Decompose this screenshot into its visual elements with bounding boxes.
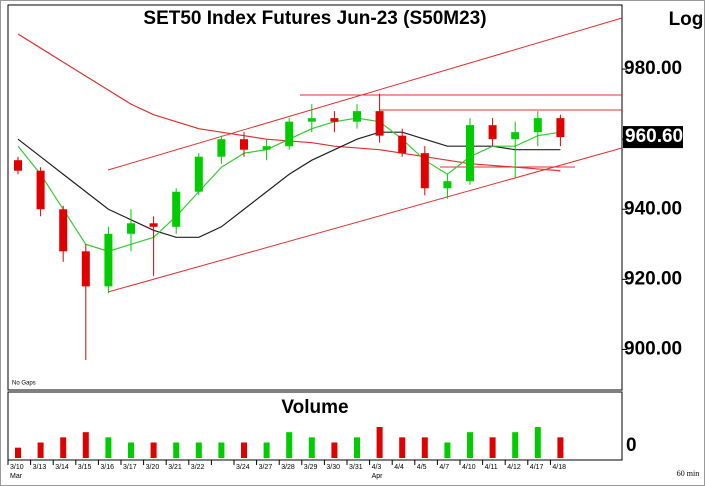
volume-bar bbox=[467, 432, 473, 458]
candle-body bbox=[330, 118, 339, 122]
month-label: Apr bbox=[372, 473, 384, 480]
volume-bar bbox=[376, 427, 383, 458]
candle-body bbox=[104, 233, 113, 287]
x-tick-label: 4/11 bbox=[485, 464, 498, 471]
volume-bar bbox=[241, 442, 247, 458]
candle-body bbox=[59, 209, 68, 252]
candle-body bbox=[556, 118, 565, 138]
volume-bar bbox=[105, 437, 112, 458]
x-tick-label: 3/10 bbox=[10, 464, 24, 471]
last-price-label: 960.60 bbox=[625, 126, 683, 147]
upper-channel bbox=[107, 17, 623, 171]
x-tick-label: 4/18 bbox=[552, 464, 566, 471]
volume-bar bbox=[195, 442, 202, 458]
last-price-box bbox=[623, 126, 683, 149]
x-tick-label: 4/4 bbox=[394, 464, 404, 471]
volume-bar bbox=[173, 442, 180, 458]
lower-channel bbox=[107, 147, 623, 293]
volume-bar bbox=[399, 437, 406, 458]
y-tick-label: 900.00 bbox=[624, 338, 682, 359]
candle-body bbox=[149, 223, 158, 227]
candle-body bbox=[466, 125, 474, 182]
x-tick-label: 4/5 bbox=[417, 464, 427, 471]
volume-bar bbox=[489, 437, 496, 458]
volume-bar bbox=[331, 442, 338, 458]
candle-body bbox=[194, 156, 203, 192]
y-tick-label: 940.00 bbox=[624, 198, 682, 219]
candle-body bbox=[307, 118, 316, 122]
volume-bar bbox=[15, 447, 21, 458]
volume-bar bbox=[421, 437, 428, 458]
volume-bar bbox=[557, 437, 564, 458]
volume-bar bbox=[534, 427, 541, 458]
volume-bar bbox=[354, 437, 360, 458]
x-tick-label: 3/29 bbox=[304, 464, 318, 471]
candle-body bbox=[420, 153, 429, 189]
volume-bar bbox=[37, 442, 44, 458]
x-tick-label: 3/30 bbox=[326, 464, 340, 471]
x-tick-label: 3/24 bbox=[236, 464, 250, 471]
volume-bar bbox=[263, 442, 270, 458]
candle-body bbox=[127, 223, 135, 234]
candle-body bbox=[262, 146, 271, 150]
x-tick-label: 3/16 bbox=[100, 464, 114, 471]
x-tick-label: 4/7 bbox=[439, 464, 449, 471]
candle-body bbox=[353, 111, 361, 122]
volume-bar bbox=[308, 437, 315, 458]
candle-body bbox=[375, 111, 384, 136]
candle-body bbox=[398, 135, 407, 154]
chart-title: SET50 Index Futures Jun-23 (S50M23) bbox=[143, 8, 486, 29]
candle-body bbox=[285, 121, 294, 147]
candle-body bbox=[14, 160, 22, 171]
x-tick-label: 3/27 bbox=[259, 464, 273, 471]
volume-bar bbox=[128, 442, 134, 458]
candle-body bbox=[488, 125, 497, 140]
x-tick-label: 3/28 bbox=[281, 464, 295, 471]
x-tick-label: 4/12 bbox=[507, 464, 521, 471]
x-tick-label: 4/10 bbox=[462, 464, 476, 471]
x-tick-label: 3/13 bbox=[33, 464, 47, 471]
x-tick-label: 4/3 bbox=[372, 464, 382, 471]
x-tick-label: 4/17 bbox=[530, 464, 544, 471]
x-tick-label: 3/21 bbox=[168, 464, 182, 471]
candle-body bbox=[172, 191, 181, 227]
x-tick-label: 3/14 bbox=[55, 464, 69, 471]
candle-body bbox=[511, 132, 520, 140]
x-tick-label: 3/20 bbox=[146, 464, 160, 471]
candle-body bbox=[240, 139, 248, 150]
candle-body bbox=[81, 251, 90, 287]
volume-bar bbox=[444, 442, 451, 458]
y-tick-label: 980.00 bbox=[624, 58, 682, 79]
x-tick-label: 3/31 bbox=[349, 464, 363, 471]
x-tick-label: 3/15 bbox=[78, 464, 92, 471]
note: No Gaps bbox=[12, 381, 36, 387]
candle-body bbox=[443, 181, 452, 189]
volume-bar bbox=[60, 437, 67, 458]
interval: 60 min bbox=[677, 469, 699, 478]
volume-bar bbox=[286, 432, 293, 458]
candle-body bbox=[36, 170, 45, 210]
price-panel bbox=[7, 4, 623, 391]
candle-body bbox=[217, 139, 226, 157]
volume-bar bbox=[82, 432, 89, 458]
scale-label: Log bbox=[669, 9, 704, 30]
volume-tick-label: 0 bbox=[626, 435, 637, 456]
volume-bar bbox=[150, 442, 157, 458]
volume-title: Volume bbox=[281, 397, 348, 418]
x-tick-label: 3/22 bbox=[191, 464, 205, 471]
volume-bar bbox=[512, 432, 519, 458]
y-tick-label: 920.00 bbox=[624, 268, 682, 289]
volume-bar bbox=[218, 442, 225, 458]
x-tick-label: 3/17 bbox=[123, 464, 137, 471]
candle-body bbox=[533, 118, 542, 133]
month-label: Mar bbox=[10, 473, 23, 480]
